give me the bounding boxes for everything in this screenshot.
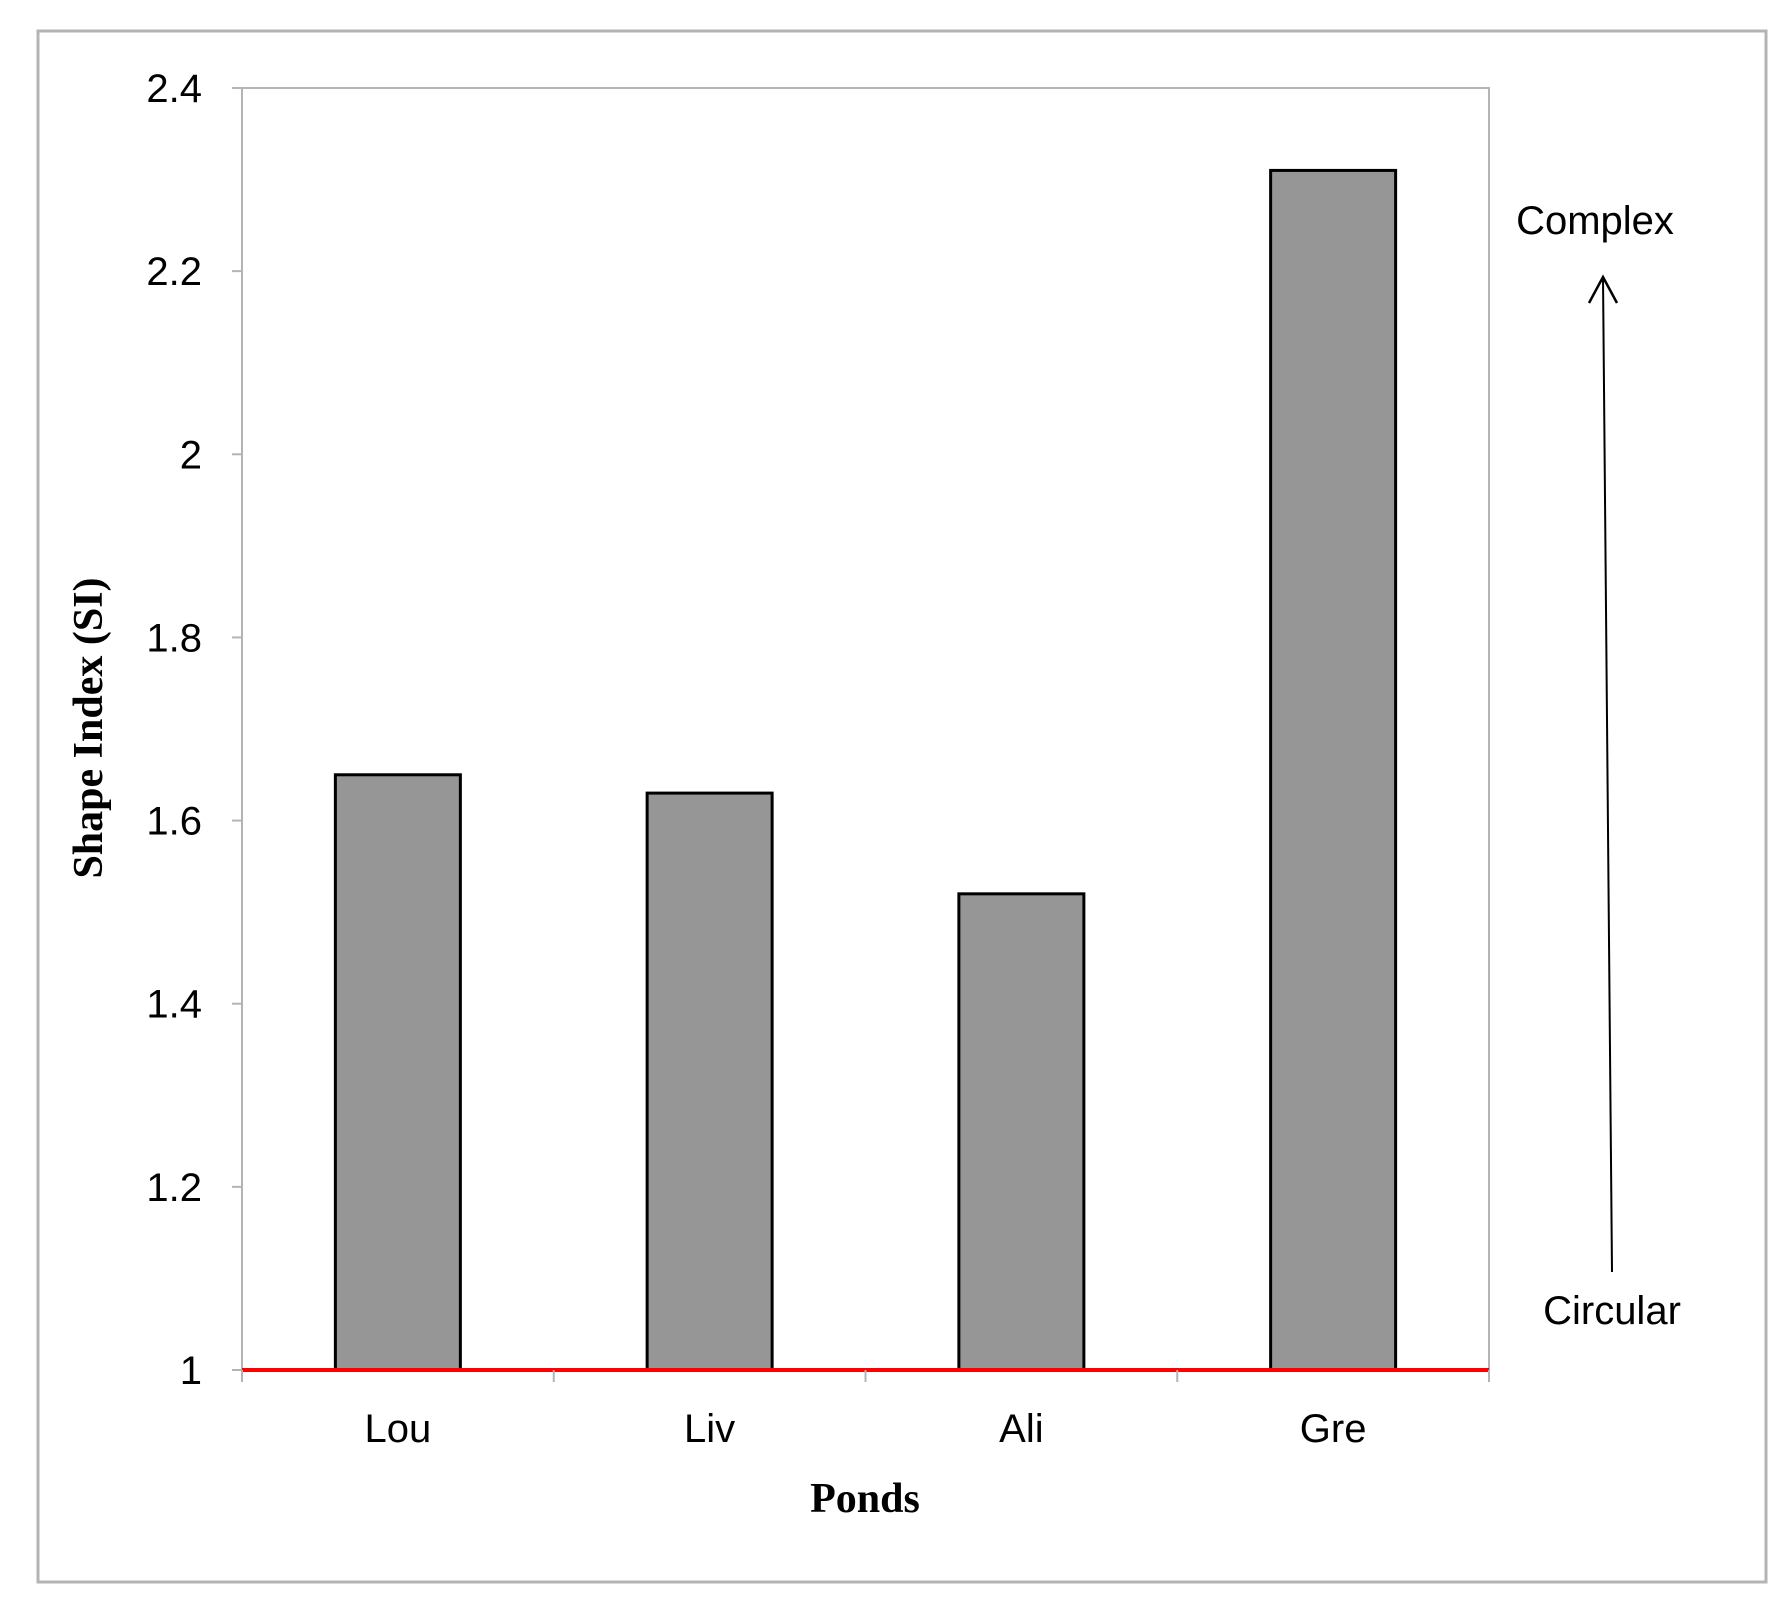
bar-ali [957, 892, 1086, 1372]
x-tick-label: Lou [365, 1407, 432, 1451]
complexity-arrow-shaft [1602, 276, 1613, 1273]
complexity-arrow-head-icon [1587, 274, 1619, 304]
y-tick-label: 2.4 [146, 67, 202, 111]
y-tick-label: 1.2 [146, 1166, 202, 1210]
y-tick-label: 1.6 [146, 800, 202, 844]
x-axis: Lou Liv Ali Gre [241, 1370, 1490, 1451]
y-tick-label: 2.2 [146, 250, 202, 294]
x-axis-title: Ponds [810, 1476, 920, 1522]
y-tick-label: 1.4 [146, 983, 202, 1027]
bar-liv [645, 791, 774, 1372]
bar-lou [333, 773, 462, 1372]
x-tick-label: Ali [999, 1407, 1043, 1451]
bar-gre [1269, 168, 1398, 1372]
y-tick-label: 1 [180, 1349, 202, 1393]
y-tick-label: 1.8 [146, 616, 202, 660]
x-tick-label: Liv [684, 1407, 735, 1451]
annotation-circular: Circular [1543, 1289, 1681, 1333]
bars [333, 168, 1398, 1372]
annotation-complex: Complex [1516, 199, 1674, 243]
x-tick-label: Gre [1300, 1407, 1367, 1451]
y-axis: 1 1.2 1.4 1.6 1.8 2 2.2 2.4 [146, 67, 242, 1393]
y-axis-title: Shape Index (SI) [66, 577, 112, 878]
y-tick-label: 2 [180, 433, 202, 477]
